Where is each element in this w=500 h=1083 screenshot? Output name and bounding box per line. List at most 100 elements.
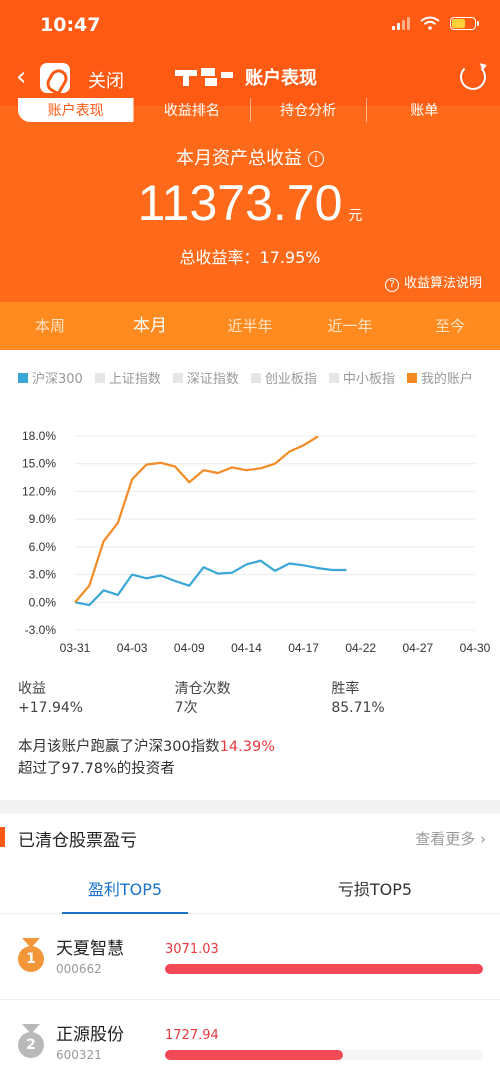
x-tick-label: 03-31: [60, 641, 91, 655]
legend-swatch: [172, 372, 183, 383]
summary-line-2: 超过了97.78%的投资者: [18, 761, 175, 777]
y-tick-label: 9.0%: [29, 512, 57, 526]
stock-name: 天夏智慧: [56, 939, 124, 959]
status-bar: 10:47: [0, 0, 500, 50]
period-tab-year[interactable]: 近一年: [327, 317, 373, 335]
total-return-amount: 11373.70 元: [0, 174, 500, 232]
cellular-signal-icon: [392, 16, 410, 30]
legend-hs300[interactable]: 沪深300: [18, 368, 83, 387]
stock-row[interactable]: 2 正源股份 600321 1727.94: [0, 1000, 500, 1083]
stat-return: 收益 +17.94%: [18, 680, 175, 718]
tab-loss-top5[interactable]: 亏损TOP5: [337, 880, 413, 899]
section-accent-bar: [0, 827, 5, 847]
info-icon[interactable]: i: [308, 151, 324, 167]
profit-value: 3071.03: [165, 942, 219, 957]
legend-label: 创业板指: [264, 372, 317, 387]
app-logo-icon: [40, 63, 70, 93]
tab-holding-analysis[interactable]: 持仓分析: [249, 98, 366, 122]
stock-code: 600321: [56, 1048, 102, 1062]
tab-account-performance[interactable]: 账户表现: [18, 98, 134, 122]
closed-positions-section: 已清仓股票盈亏 查看更多 › 盈利TOP5 亏损TOP5 1 天夏智慧 0006…: [0, 814, 500, 1083]
period-tab-all[interactable]: 至今: [434, 317, 465, 335]
wifi-icon: [420, 16, 440, 30]
y-tick-label: 18.0%: [22, 429, 56, 443]
summary-highlight: 14.39%: [219, 739, 275, 755]
tab-bill[interactable]: 账单: [365, 98, 482, 122]
section-header: 已清仓股票盈亏 查看更多 ›: [0, 814, 500, 860]
profit-bar-track: [165, 1050, 483, 1060]
legend-label: 深证指数: [186, 372, 239, 387]
nav-title-wrap: 账户表现: [175, 64, 317, 90]
page-title: 账户表现: [245, 68, 317, 89]
stock-code: 000662: [56, 962, 102, 976]
total-return-rate: 总收益率：17.95%: [179, 248, 321, 267]
stock-name: 正源股份: [56, 1025, 124, 1045]
legend-swatch: [406, 372, 417, 383]
x-tick-label: 04-14: [231, 641, 262, 655]
period-tab-week[interactable]: 本周: [34, 317, 65, 335]
legend-shenzhen[interactable]: 深证指数: [172, 368, 239, 387]
series-line: [74, 559, 347, 607]
stats-row: 收益 +17.94% 清仓次数 7次 胜率 85.71%: [18, 680, 488, 718]
stat-label: 胜率: [331, 681, 360, 697]
tab-profit-top5[interactable]: 盈利TOP5: [0, 868, 250, 914]
total-return-label-text: 本月资产总收益: [176, 148, 302, 169]
tab-earnings-ranking[interactable]: 收益排名: [133, 98, 249, 122]
legend-swatch: [18, 372, 28, 383]
chart-card: 沪深300 上证指数 深证指数 创业板指 中小板指 我的账户 18.0% 15.0…: [0, 350, 500, 800]
legend-sme[interactable]: 中小板指: [328, 368, 395, 387]
hero-panel: 账户表现 收益排名 持仓分析 账单 本月资产总收益 i 11373.70 元 总收益…: [0, 98, 500, 302]
legend-label: 上证指数: [108, 372, 161, 387]
chart-legend: 沪深300 上证指数 深证指数 创业板指 中小板指 我的账户: [18, 368, 488, 387]
profit-bar-fill: [165, 964, 483, 974]
amount-value: 11373.70: [137, 175, 343, 231]
x-tick-label: 04-30: [460, 641, 491, 655]
status-icons: [392, 16, 479, 30]
profit-value: 1727.94: [165, 1028, 219, 1043]
return-line-chart: 18.0% 15.0% 12.0% 9.0% 6.0% 3.0% 0.0% -3.0%03-3…: [22, 429, 491, 655]
y-tick-label: -3.0%: [25, 623, 57, 637]
period-tabs: 本周 本月 近半年 近一年 至今: [0, 302, 500, 350]
amount-unit: 元: [348, 208, 363, 224]
stat-value: 7次: [174, 700, 198, 716]
period-tab-half-year[interactable]: 近半年: [227, 317, 273, 335]
profit-bar-fill: [165, 1050, 344, 1060]
legend-chinext[interactable]: 创业板指: [250, 368, 317, 387]
close-button[interactable]: 关闭: [88, 71, 124, 92]
y-tick-label: 6.0%: [29, 540, 57, 554]
section-title: 已清仓股票盈亏: [18, 831, 137, 851]
stat-value: 85.71%: [331, 700, 385, 716]
legend-shanghai[interactable]: 上证指数: [94, 368, 161, 387]
status-time: 10:47: [40, 14, 101, 36]
y-tick-label: 12.0%: [22, 484, 56, 498]
nav-bar: ‹ 关闭 账户表现: [0, 50, 500, 106]
x-tick-label: 04-27: [403, 641, 434, 655]
algorithm-explanation-link[interactable]: ? 收益算法说明: [384, 272, 482, 292]
y-tick-label: 3.0%: [29, 568, 57, 582]
stat-label: 收益: [18, 681, 46, 697]
summary-text: 本月该账户跑赢了沪深300指数14.39% 超过了97.78%的投资者: [18, 736, 275, 780]
battery-icon: [450, 16, 479, 30]
legend-label: 沪深300: [32, 372, 83, 387]
view-more-link[interactable]: 查看更多 ›: [415, 830, 486, 848]
x-tick-label: 04-09: [174, 641, 205, 655]
silver-medal-icon: 2: [18, 1024, 44, 1058]
x-tick-label: 04-17: [288, 641, 319, 655]
y-tick-label: 15.0%: [22, 457, 56, 471]
profit-loss-tabs: 盈利TOP5 亏损TOP5: [0, 868, 500, 914]
question-icon: ?: [384, 278, 399, 292]
stat-label: 清仓次数: [174, 681, 231, 697]
legend-label: 我的账户: [420, 372, 473, 387]
back-chevron-icon[interactable]: ‹: [16, 62, 27, 92]
x-tick-label: 04-03: [117, 641, 148, 655]
stock-row[interactable]: 1 天夏智慧 000662 3071.03: [0, 914, 500, 1000]
top-tabs: 账户表现 收益排名 持仓分析 账单: [18, 98, 482, 122]
legend-my-account[interactable]: 我的账户: [406, 368, 473, 387]
period-tab-month[interactable]: 本月: [133, 316, 167, 336]
legend-label: 中小板指: [342, 372, 395, 387]
y-tick-label: 0.0%: [29, 595, 57, 609]
profit-bar-track: [165, 964, 483, 974]
stat-value: +17.94%: [18, 700, 84, 716]
refresh-icon[interactable]: [460, 64, 486, 90]
x-tick-label: 04-22: [345, 641, 376, 655]
